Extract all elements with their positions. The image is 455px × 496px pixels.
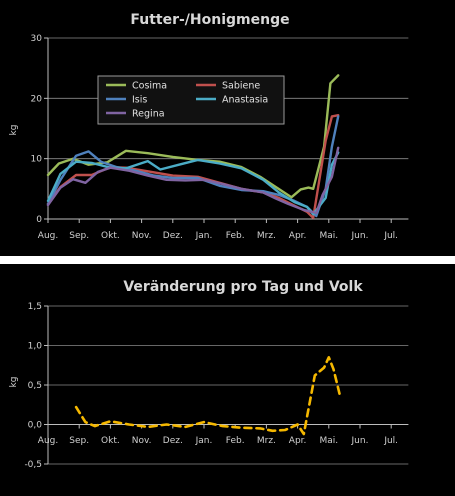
x-tick-label: Jan. — [195, 436, 213, 446]
y-tick-label: 0 — [36, 215, 42, 225]
x-tick-label: Feb. — [226, 436, 245, 446]
axes: 0 10 20 30 Aug. Sep. Okt. Nov. Dez. Jan. Feb. Mrz. A… — [31, 34, 409, 241]
chart-panel-futter: Futter-/Honigmenge 0 10 20 30 Aug. Sep. Okt. No… — [0, 0, 455, 256]
y-tick-label: 0,5 — [28, 381, 42, 391]
legend-label-anastasia: Anastasia — [222, 95, 268, 106]
x-tick-label: Nov. — [132, 436, 152, 446]
x-tick-label: Mai. — [319, 436, 338, 446]
x-tick-label: Okt. — [101, 436, 120, 446]
x-tick-label: Aug. — [38, 436, 58, 446]
x-tick-label: Mrz. — [257, 436, 276, 446]
chart-title: Futter-/Honigmenge — [130, 12, 289, 28]
chart-futter-honigmenge: Futter-/Honigmenge 0 10 20 30 Aug. Sep. Okt. No… — [9, 12, 409, 241]
legend-box — [97, 75, 285, 125]
x-tick-label: Apr. — [289, 436, 307, 446]
x-tick-label: Jul. — [383, 231, 398, 241]
chart-title: Veränderung pro Tag und Volk — [123, 279, 363, 295]
x-tick-label: Nov. — [132, 231, 152, 241]
x-tick-label: Aug. — [38, 231, 58, 241]
legend-label-regina: Regina — [132, 109, 165, 120]
grid — [48, 37, 409, 220]
x-tick-label: Jun. — [351, 231, 369, 241]
series-line-cosima — [46, 74, 340, 199]
x-tick-label: Mai. — [319, 231, 338, 241]
legend-label-sabiene: Sabiene — [222, 81, 260, 92]
x-tick-label: Mrz. — [257, 231, 276, 241]
series-line-regina — [46, 146, 340, 215]
x-tick-label: Jun. — [351, 436, 369, 446]
y-tick-label: 10 — [31, 155, 43, 165]
x-tick-label: Sep. — [69, 436, 89, 446]
y-axis-label: kg — [9, 125, 19, 136]
x-tick-label: Jul. — [383, 436, 398, 446]
axes: -0,5 0,0 0,5 1,0 1,5 Aug. Sep. Okt. Nov. Dez. Jan.… — [24, 302, 409, 470]
x-tick-label: Sep. — [69, 231, 89, 241]
legend-label-cosima: Cosima — [132, 81, 167, 92]
chart-veraenderung-pro-tag: Veränderung pro Tag und Volk -0,5 0,0 0,5 1… — [9, 279, 409, 470]
x-tick-label: Apr. — [289, 231, 307, 241]
x-tick-label: Dez. — [163, 231, 183, 241]
series-lines — [46, 74, 340, 220]
y-tick-label: 1,0 — [28, 342, 43, 352]
series-line-series-0 — [74, 356, 342, 436]
x-tick-label: Feb. — [226, 231, 245, 241]
y-tick-label: 0,0 — [28, 421, 43, 431]
y-tick-label: 1,5 — [28, 302, 42, 312]
series-lines — [74, 356, 342, 436]
y-tick-label: -0,5 — [24, 460, 42, 470]
panel-separator — [0, 256, 455, 264]
chart-panel-veraenderung: Veränderung pro Tag und Volk -0,5 0,0 0,5 1… — [0, 264, 455, 496]
legend: Cosima Sabiene Isis Anastasia Regina — [97, 75, 285, 125]
x-tick-label: Dez. — [163, 436, 183, 446]
legend-label-isis: Isis — [132, 95, 147, 106]
y-axis-label: kg — [9, 377, 19, 388]
x-tick-label: Jan. — [195, 231, 213, 241]
y-tick-label: 20 — [31, 94, 43, 104]
y-tick-label: 30 — [31, 34, 43, 44]
x-tick-label: Okt. — [101, 231, 120, 241]
